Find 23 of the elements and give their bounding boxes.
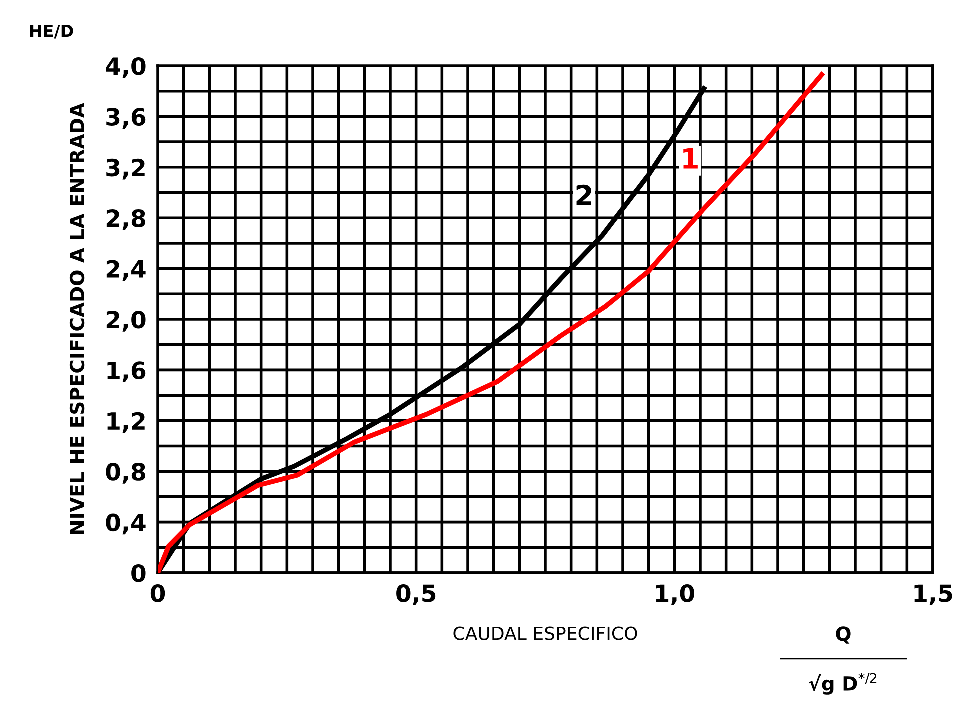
x-tick-label: 0,5 — [396, 584, 436, 606]
y-axis-title: NIVEL HE ESPECIFICADO A LA ENTRADA — [70, 103, 85, 534]
line-series — [158, 72, 824, 573]
series-label: 2 — [576, 184, 592, 206]
x-tick-label: 1,0 — [656, 584, 694, 606]
series-label: 1 — [684, 148, 698, 169]
y-tick-label: 4,0 — [106, 57, 146, 78]
text: √g D$^{*/2}$ — [809, 673, 877, 695]
y-tick-label: 2,0 — [106, 310, 146, 332]
y-tick-label: 1,2 — [108, 412, 145, 434]
y-tick-label: 2,4 — [106, 260, 146, 282]
text: Q — [836, 626, 851, 644]
y-tick-label: 0,4 — [106, 514, 146, 535]
text: HE/D — [30, 25, 74, 39]
y-tick-label: 2,8 — [106, 210, 146, 230]
y-tick-label: 0 — [132, 564, 146, 582]
x-tick-label: 0 — [150, 584, 166, 602]
y-tick-label: 3,6 — [106, 108, 146, 130]
y-tick-label: 1,6 — [108, 362, 146, 383]
x-tick-label: 1,5 — [914, 584, 952, 606]
y-tick-label: 0,8 — [106, 463, 146, 484]
y-tick-label: 3,2 — [106, 158, 145, 180]
x-axis-title: CAUDAL ESPECIFICO — [454, 626, 638, 640]
